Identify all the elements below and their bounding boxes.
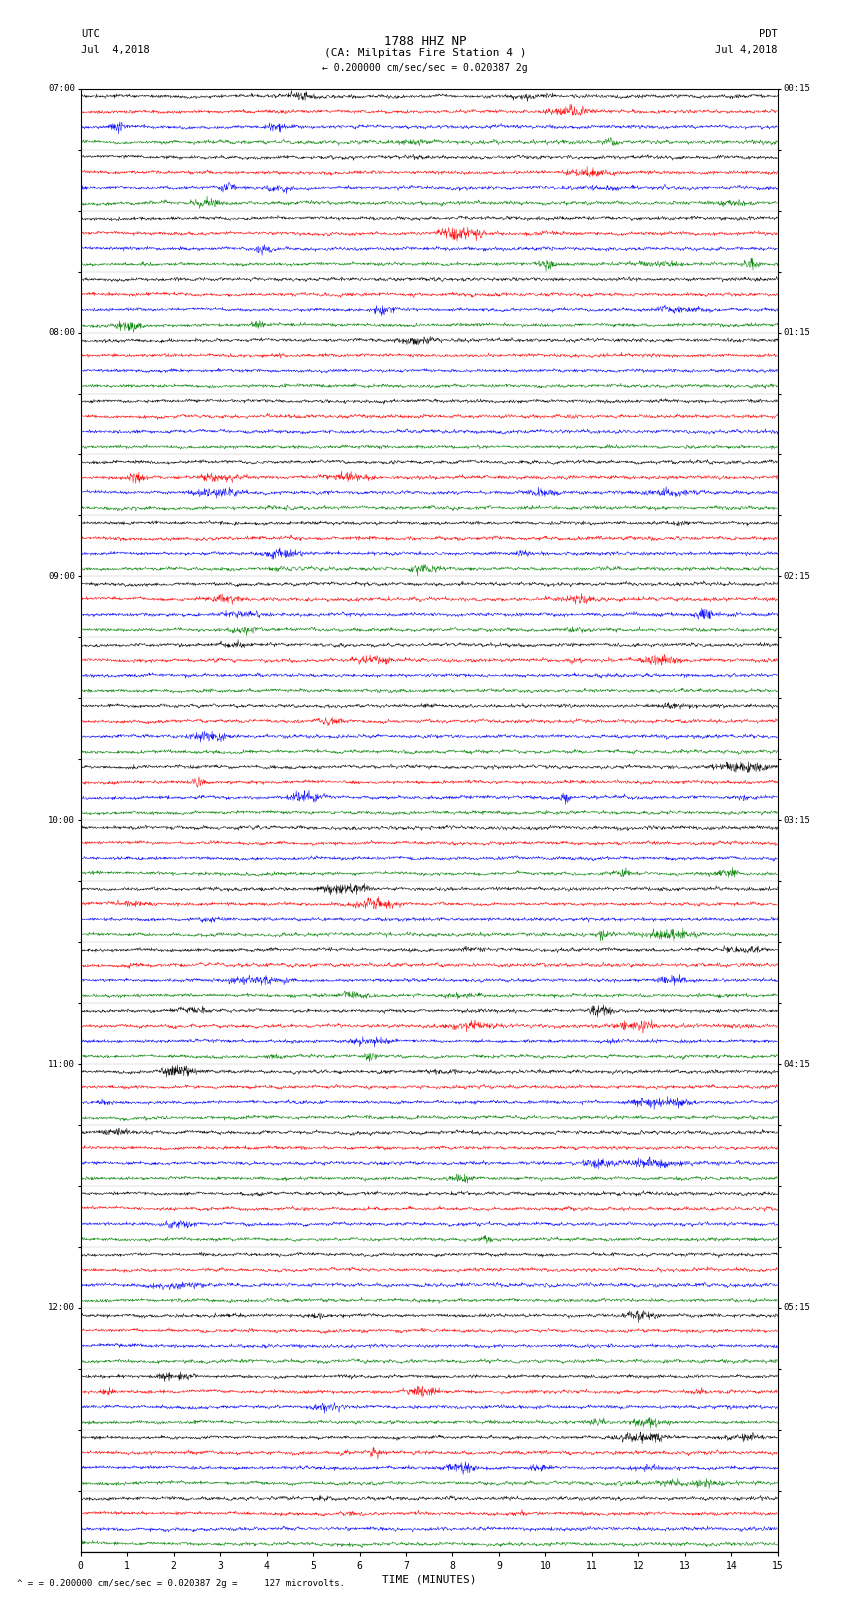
- Text: UTC: UTC: [81, 29, 99, 39]
- Text: ^ = = 0.200000 cm/sec/sec = 0.020387 2g =     127 microvolts.: ^ = = 0.200000 cm/sec/sec = 0.020387 2g …: [17, 1579, 345, 1589]
- Text: PDT: PDT: [759, 29, 778, 39]
- Text: Jul 4,2018: Jul 4,2018: [715, 45, 778, 55]
- Text: Jul  4,2018: Jul 4,2018: [81, 45, 150, 55]
- Text: 1788 HHZ NP: 1788 HHZ NP: [383, 35, 467, 48]
- X-axis label: TIME (MINUTES): TIME (MINUTES): [382, 1574, 477, 1586]
- Text: ← 0.200000 cm/sec/sec = 0.020387 2g: ← 0.200000 cm/sec/sec = 0.020387 2g: [322, 63, 528, 73]
- Text: (CA: Milpitas Fire Station 4 ): (CA: Milpitas Fire Station 4 ): [324, 48, 526, 58]
